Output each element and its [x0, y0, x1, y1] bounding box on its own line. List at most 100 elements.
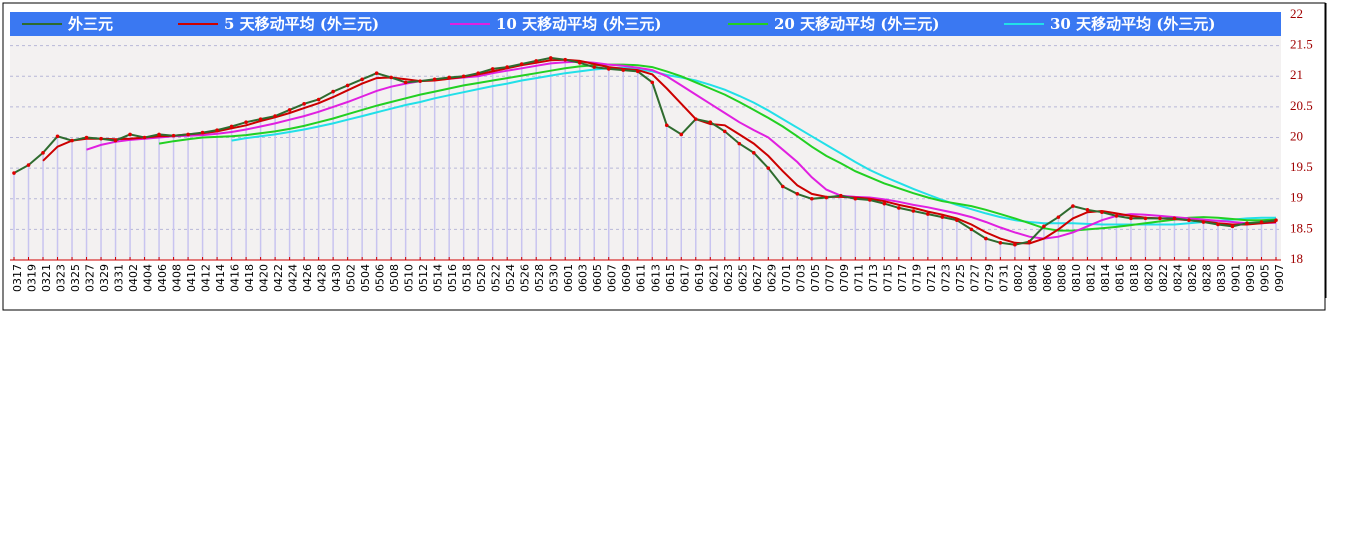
point-marker [287, 108, 292, 112]
point-marker [650, 80, 655, 85]
x-tick-label: 0707 [823, 264, 836, 292]
point-marker [1259, 220, 1264, 224]
x-tick-label: 0406 [156, 264, 169, 292]
x-tick-label: 0804 [1026, 264, 1039, 292]
point-marker [795, 192, 800, 196]
x-tick-label: 0615 [664, 264, 677, 292]
point-marker [1056, 215, 1061, 219]
x-tick-label: 0725 [954, 264, 967, 292]
y-tick-label: 20.5 [1290, 98, 1313, 113]
x-tick-label: 0611 [635, 264, 648, 292]
point-marker [563, 57, 568, 62]
y-tick-label: 21.5 [1290, 37, 1313, 52]
point-marker [403, 80, 408, 85]
point-marker [316, 97, 321, 102]
point-marker [1013, 242, 1017, 247]
x-tick-label: 0422 [272, 264, 285, 292]
x-tick-label: 0609 [620, 264, 633, 292]
x-tick-label: 0810 [1070, 264, 1083, 292]
x-tick-label: 0828 [1200, 264, 1213, 292]
point-marker [84, 135, 89, 140]
point-marker [1187, 218, 1191, 222]
point-marker [490, 67, 495, 71]
point-marker [1172, 216, 1177, 221]
point-marker [534, 59, 539, 63]
x-tick-label: 0625 [736, 264, 749, 292]
point-marker [55, 134, 60, 139]
legend-label: 5 天移动平均 (外三元) [224, 15, 379, 33]
point-marker [186, 132, 190, 137]
x-tick-label: 0907 [1273, 264, 1286, 292]
point-marker [1143, 216, 1148, 221]
point-marker [984, 236, 988, 241]
x-tick-label: 0412 [200, 264, 213, 292]
x-tick-label: 0325 [69, 264, 82, 292]
point-marker [621, 68, 626, 72]
point-marker [418, 79, 422, 83]
x-tick-label: 0516 [446, 264, 459, 292]
x-tick-label: 0806 [1041, 264, 1054, 292]
x-tick-label: 0822 [1157, 264, 1170, 292]
point-marker [244, 120, 248, 124]
x-tick-label: 0705 [809, 264, 822, 292]
series-line [86, 60, 1277, 240]
x-tick-label: 0522 [490, 264, 503, 292]
legend-label: 10 天移动平均 (外三元) [496, 15, 662, 33]
point-marker [1216, 222, 1220, 227]
x-tick-label: 0727 [968, 264, 981, 292]
point-marker [1201, 220, 1206, 224]
y-tick-label: 21 [1290, 67, 1303, 82]
x-tick-label: 0528 [533, 264, 546, 292]
x-tick-label: 0818 [1128, 264, 1141, 292]
point-marker [113, 138, 118, 143]
x-tick-label: 0802 [1012, 264, 1025, 292]
point-marker [737, 141, 742, 146]
x-tick-label: 0317 [11, 264, 24, 292]
x-tick-label: 0729 [983, 264, 996, 292]
point-marker [519, 62, 524, 66]
y-tick-label: 18.5 [1290, 220, 1313, 235]
x-tick-label: 0526 [519, 264, 532, 292]
point-marker [577, 60, 582, 65]
point-marker [476, 71, 480, 75]
x-tick-label: 0709 [838, 264, 851, 292]
point-marker [374, 71, 379, 75]
point-marker [331, 89, 335, 94]
x-tick-label: 0319 [26, 264, 39, 292]
point-marker [998, 241, 1003, 245]
x-tick-label: 0701 [780, 264, 793, 292]
point-marker [389, 75, 393, 80]
x-tick-label: 0713 [867, 264, 880, 292]
x-tick-label: 0830 [1215, 264, 1228, 292]
point-marker [200, 130, 205, 135]
x-tick-label: 0524 [504, 264, 517, 292]
point-marker [839, 193, 843, 198]
x-tick-label: 0601 [562, 264, 575, 292]
point-marker [969, 227, 974, 232]
point-marker [1071, 204, 1075, 208]
point-marker [12, 171, 16, 175]
point-marker [302, 102, 306, 106]
x-tick-label: 0410 [185, 264, 198, 292]
point-marker [41, 151, 45, 155]
point-marker [1042, 224, 1046, 229]
point-marker [606, 67, 611, 71]
point-marker [258, 117, 263, 121]
x-tick-label: 0711 [852, 264, 865, 292]
point-marker [824, 195, 829, 200]
point-marker [955, 218, 959, 222]
x-tick-label: 0430 [330, 264, 343, 292]
y-tick-label: 20 [1290, 128, 1303, 143]
point-marker [229, 124, 234, 129]
x-tick-label: 0808 [1055, 264, 1068, 292]
x-tick-label: 0824 [1171, 264, 1184, 292]
x-tick-label: 0408 [171, 264, 184, 292]
point-marker [548, 56, 553, 60]
point-marker [751, 151, 756, 155]
point-marker [781, 184, 785, 189]
x-tick-label: 0812 [1084, 264, 1097, 292]
point-marker [345, 83, 350, 88]
x-tick-label: 0703 [794, 264, 807, 292]
point-marker [70, 138, 74, 143]
